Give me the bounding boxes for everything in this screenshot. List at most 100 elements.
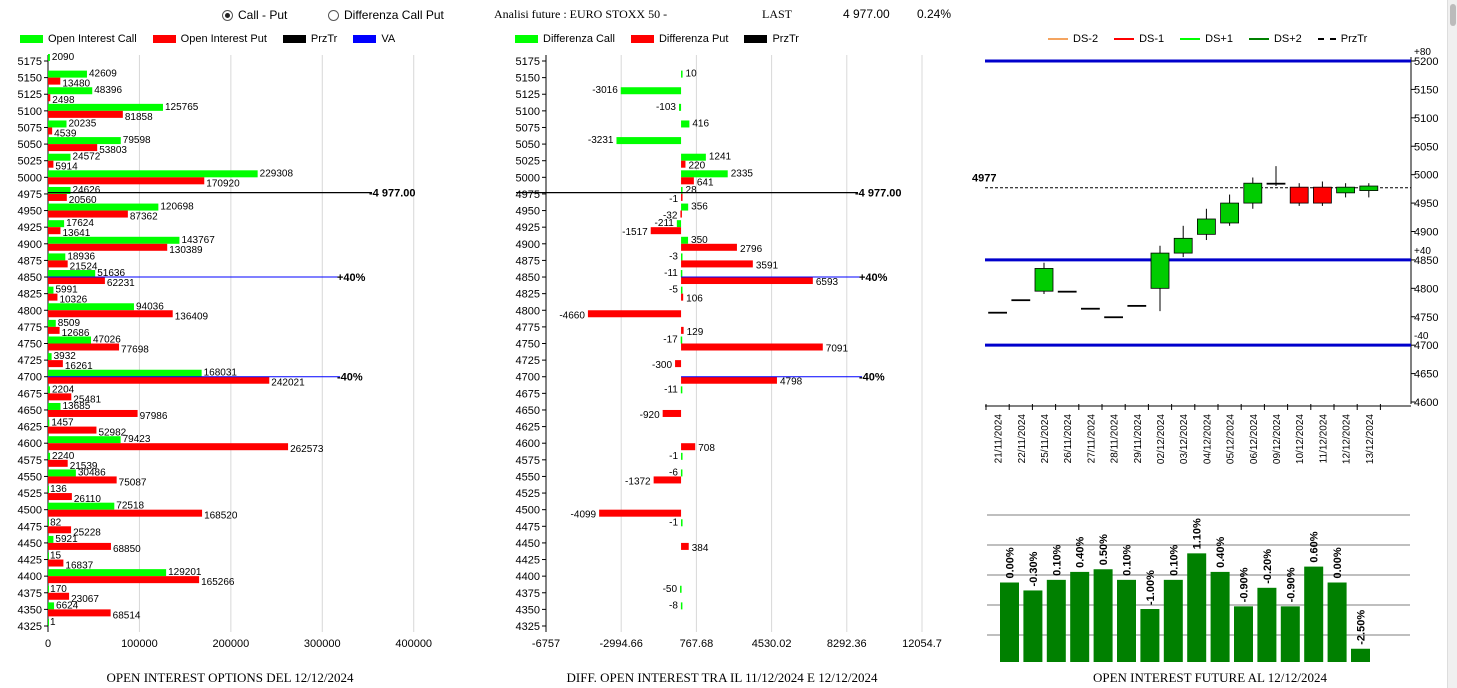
diff-put-label: 2796 [740, 244, 763, 255]
diff-call-label: 2335 [731, 168, 754, 179]
call-bar [48, 303, 134, 311]
legend-item: Differenza Call [515, 33, 615, 45]
future-bar-label: 0.00% [1332, 547, 1344, 578]
put-bar [48, 94, 51, 102]
diff-call-label: -11 [664, 268, 678, 279]
legend-label: VA [381, 33, 396, 45]
put-value-label: 25481 [73, 394, 101, 405]
legend-item: Open Interest Call [20, 33, 137, 45]
call-bar [48, 186, 71, 194]
future-bar-label: -2.50% [1356, 610, 1368, 645]
radio-call-put[interactable]: Call - Put [222, 8, 287, 22]
put-bar [48, 493, 72, 501]
call-value-label: 94036 [136, 301, 164, 312]
y-tick-label: 5100 [1414, 113, 1438, 125]
put-value-label: 16837 [65, 561, 93, 572]
strike-label: 4525 [18, 488, 42, 500]
future-bar [1070, 571, 1090, 662]
put-value-label: 10326 [59, 295, 87, 306]
legend-item: PrzTr [1317, 33, 1367, 45]
diff-call-bar [680, 469, 683, 477]
date-label: 27/11/2024 [1086, 414, 1097, 464]
put-bar [48, 376, 270, 384]
diff-put-label: 220 [688, 161, 705, 172]
x-tick-label: 200000 [212, 638, 249, 650]
call-bar [48, 436, 121, 444]
call-value-label: 2204 [52, 384, 75, 395]
put-bar [48, 360, 63, 368]
call-value-label: 168031 [204, 368, 238, 379]
strike-label: 4375 [18, 588, 42, 600]
radio-differenza[interactable]: Differenza Call Put [328, 8, 444, 22]
diff-put-label: -32 [663, 211, 678, 222]
date-label: 26/11/2024 [1063, 414, 1074, 464]
future-bar-label: 0.50% [1098, 534, 1110, 565]
legend-swatch [1317, 38, 1336, 40]
strike-label: 5025 [516, 156, 540, 168]
legend-swatch [152, 35, 176, 43]
call-bar [48, 253, 66, 261]
diff-call-label: -8 [669, 600, 678, 611]
strike-label: 4800 [18, 305, 42, 317]
legend-item: PrzTr [282, 33, 337, 45]
put-bar [48, 542, 111, 550]
put-bar [48, 110, 123, 118]
call-bar [48, 519, 49, 527]
diff-put-label: 7091 [826, 344, 849, 355]
scrollbar-thumb[interactable] [1450, 4, 1456, 26]
future-bar [1163, 579, 1183, 662]
put-bar [48, 310, 173, 318]
strike-label: 4650 [516, 405, 540, 417]
legend-swatch [353, 35, 377, 43]
date-label: 04/12/2024 [1202, 414, 1213, 464]
strike-label: 4525 [516, 488, 540, 500]
put-value-label: 21539 [70, 461, 98, 472]
diff-put-label: 708 [698, 443, 715, 454]
strike-label: 4625 [516, 422, 540, 434]
strike-label: 4825 [18, 289, 42, 301]
diff-put-bar [681, 277, 813, 285]
strike-label: 4425 [516, 555, 540, 567]
strike-label: 4675 [516, 388, 540, 400]
radio-call-put-label: Call - Put [238, 8, 288, 22]
put-value-label: 136409 [175, 311, 209, 322]
diff-put-label: -4099 [571, 510, 597, 521]
vertical-scrollbar[interactable] [1447, 0, 1457, 688]
call-value-label: 143767 [181, 235, 215, 246]
put-bar [48, 343, 120, 351]
strike-label: 5075 [18, 122, 42, 134]
diff-call-bar [681, 203, 689, 211]
call-value-label: 18936 [67, 251, 95, 262]
put-bar [48, 260, 68, 268]
call-value-label: 79598 [123, 135, 151, 146]
ds-label: +80 [1414, 47, 1431, 58]
strike-label: 4350 [18, 604, 42, 616]
strike-label: 4500 [18, 505, 42, 517]
y-tick-label: 5050 [1414, 141, 1438, 153]
diff-put-bar [681, 193, 683, 201]
legend-item: DS-1 [1114, 33, 1164, 45]
x-tick-label: 767.68 [680, 638, 714, 650]
put-bar [48, 443, 289, 451]
legend-label: PrzTr [772, 33, 799, 45]
call-value-label: 48396 [94, 85, 122, 96]
future-bar-label: 0.40% [1215, 536, 1227, 567]
call-value-label: 5991 [55, 285, 78, 296]
call-value-label: 3932 [54, 351, 77, 362]
put-value-label: 242021 [271, 378, 305, 389]
legend-swatch [1248, 38, 1269, 40]
strike-label: 5075 [516, 122, 540, 134]
put-value-label: 81858 [125, 112, 153, 123]
strike-label: 5125 [18, 89, 42, 101]
strike-label: 4925 [18, 222, 42, 234]
date-label: 10/12/2024 [1295, 414, 1306, 464]
put-bar [48, 210, 128, 218]
diff-call-label: -50 [663, 584, 678, 595]
candle-body [1173, 237, 1193, 254]
future-bar [1023, 590, 1043, 662]
va-label: +40% [859, 272, 888, 284]
legend-label: Differenza Put [658, 33, 729, 45]
strike-label: 5150 [516, 73, 540, 85]
legend-item: DS-2 [1048, 33, 1098, 45]
